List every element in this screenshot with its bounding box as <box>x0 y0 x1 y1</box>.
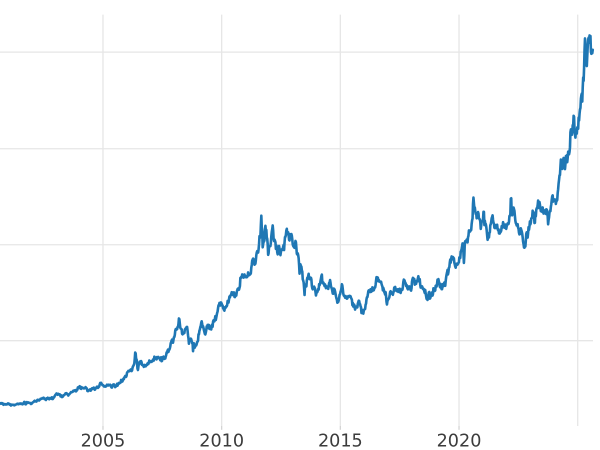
x-tick-label-2015: 2015 <box>318 432 363 450</box>
x-axis-tick-labels: 2005 2010 2015 2020 <box>81 432 482 450</box>
price-line <box>0 34 595 407</box>
x-axis-ticks <box>102 426 460 430</box>
gridlines <box>0 14 593 426</box>
x-tick-label-2020: 2020 <box>437 432 482 450</box>
price-line-series <box>0 34 595 407</box>
x-tick-label-2005: 2005 <box>81 432 126 450</box>
x-tick-label-2010: 2010 <box>199 432 244 450</box>
